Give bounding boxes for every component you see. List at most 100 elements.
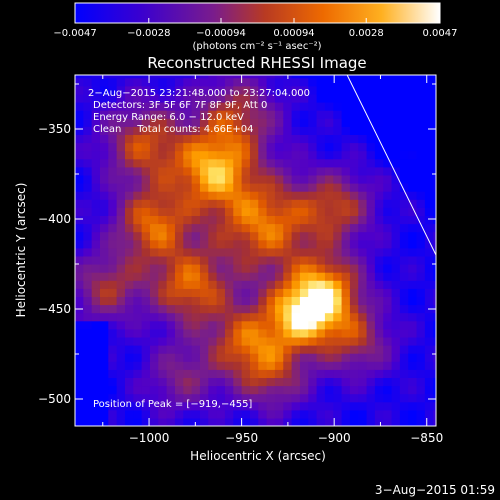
heatmap-cell (183, 150, 193, 160)
heatmap-cell (391, 75, 401, 79)
heatmap-cell (416, 223, 426, 233)
heatmap-cell (424, 158, 434, 168)
heatmap-cell (291, 77, 301, 87)
heatmap-cell (191, 110, 201, 119)
heatmap-cell (399, 417, 409, 426)
heatmap-cell (383, 191, 393, 200)
heatmap-cell (383, 199, 393, 208)
heatmap-cell (75, 215, 84, 225)
heatmap-cell (333, 361, 343, 370)
heatmap-cell (374, 142, 384, 152)
heatmap-cell (183, 126, 193, 135)
heatmap-cell (266, 158, 276, 168)
heatmap-cell (174, 361, 184, 370)
heatmap-cell (416, 77, 426, 87)
heatmap-cell (324, 320, 334, 330)
heatmap-cell (133, 320, 143, 330)
heatmap-cell (199, 199, 209, 208)
heatmap-cell (124, 409, 134, 419)
heatmap-cell (383, 118, 393, 127)
heatmap-cell (258, 312, 268, 322)
heatmap-cell (366, 110, 376, 119)
heatmap-cell (149, 377, 159, 387)
heatmap-cell (299, 93, 309, 103)
heatmap-cell (216, 239, 226, 249)
heatmap-cell (249, 264, 259, 273)
heatmap-cell (191, 296, 201, 306)
heatmap-cell (433, 183, 436, 192)
heatmap-cell (108, 174, 118, 184)
heatmap-cell (299, 409, 309, 419)
heatmap-cell (258, 361, 268, 370)
heatmap-cell (141, 118, 151, 127)
heatmap-cell (391, 247, 401, 257)
heatmap-cell (149, 320, 159, 330)
heatmap-cell (349, 280, 359, 289)
heatmap-cell (283, 336, 293, 346)
heatmap-cell (233, 385, 243, 395)
heatmap-cell (291, 199, 301, 208)
heatmap-cell (166, 110, 176, 119)
heatmap-cell (216, 191, 226, 200)
heatmap-cell (99, 77, 109, 87)
heatmap-cell (149, 393, 159, 403)
heatmap-cell (249, 417, 259, 426)
heatmap-cell (408, 345, 418, 354)
heatmap-cell (158, 215, 168, 225)
heatmap-cell (174, 312, 184, 322)
heatmap-cell (366, 361, 376, 370)
heatmap-cell (416, 158, 426, 168)
heatmap-cell (216, 207, 226, 216)
heatmap-cell (366, 345, 376, 354)
heatmap-cell (208, 361, 218, 370)
heatmap-cell (333, 401, 343, 411)
heatmap-cell (124, 239, 134, 249)
heatmap-cell (299, 272, 309, 281)
heatmap-cell (283, 85, 293, 95)
heatmap-cell (249, 158, 259, 168)
heatmap-cell (358, 280, 368, 289)
heatmap-cell (83, 207, 93, 216)
heatmap-cell (216, 142, 226, 152)
heatmap-cell (91, 118, 101, 127)
heatmap-cell (291, 328, 301, 338)
heatmap-cell (274, 288, 284, 297)
heatmap-cell (324, 158, 334, 168)
heatmap-cell (141, 336, 151, 346)
heatmap-cell (433, 134, 436, 144)
heatmap-cell (324, 142, 334, 152)
heatmap-cell (183, 102, 193, 111)
heatmap-cell (216, 353, 226, 362)
heatmap-cell (316, 134, 326, 144)
heatmap-cell (91, 328, 101, 338)
heatmap-cell (349, 401, 359, 411)
heatmap-cell (233, 417, 243, 426)
heatmap-cell (174, 409, 184, 419)
heatmap-cell (191, 150, 201, 160)
solar-limb-line (346, 75, 436, 256)
heatmap-cell (424, 377, 434, 387)
heatmap-cell (133, 255, 143, 265)
heatmap-cell (116, 345, 126, 354)
heatmap-cell (299, 264, 309, 273)
heatmap-cell (99, 142, 109, 152)
heatmap-cell (291, 336, 301, 346)
heatmap-cell (183, 345, 193, 354)
heatmap-cell (108, 385, 118, 395)
heatmap-cell (158, 353, 168, 362)
heatmap-cell (166, 320, 176, 330)
heatmap-cell (424, 174, 434, 184)
heatmap-cell (249, 345, 259, 354)
heatmap-cell (408, 118, 418, 127)
heatmap-cell (91, 353, 101, 362)
heatmap-cell (141, 369, 151, 378)
heatmap-cell (99, 393, 109, 403)
heatmap-cell (174, 231, 184, 241)
heatmap-cell (408, 77, 418, 87)
heatmap-cell (158, 288, 168, 297)
heatmap-cell (266, 199, 276, 208)
heatmap-cell (324, 272, 334, 281)
heatmap-cell (291, 320, 301, 330)
heatmap-cell (433, 312, 436, 322)
heatmap-cell (158, 377, 168, 387)
